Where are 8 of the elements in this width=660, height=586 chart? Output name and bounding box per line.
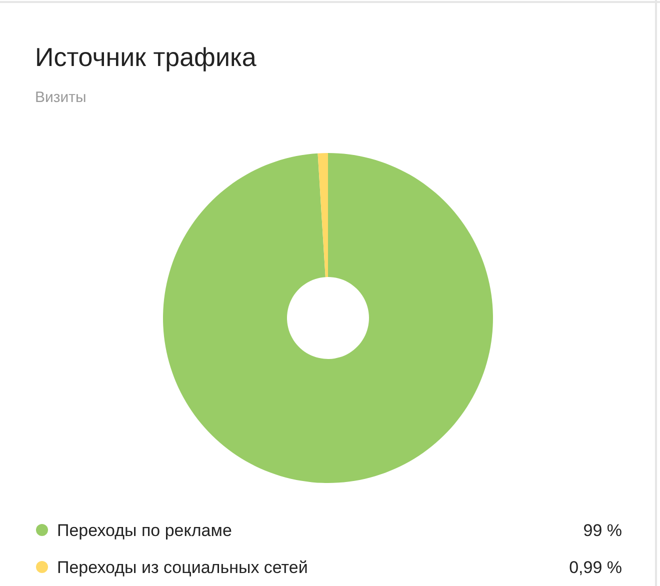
chart-title: Источник трафика	[35, 42, 257, 72]
data-label: 99 %	[583, 520, 622, 540]
data-label: 0,99 %	[569, 558, 622, 577]
donut-slice	[163, 153, 493, 483]
donut-slice	[318, 153, 328, 278]
legend-label: Переходы по рекламе	[57, 520, 232, 540]
chart-subtitle: Визиты	[35, 89, 86, 106]
legend-label: Переходы из социальных сетей	[57, 558, 308, 577]
